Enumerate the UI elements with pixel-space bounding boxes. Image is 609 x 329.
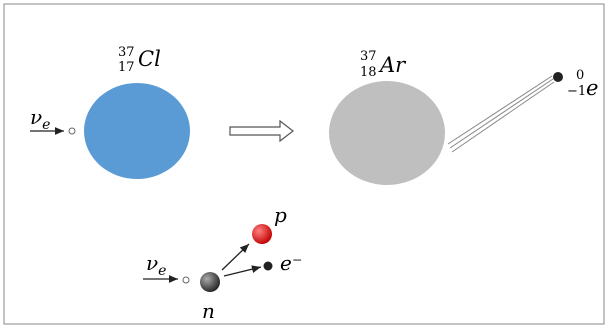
neutron: [200, 272, 220, 292]
mass-number: 37: [360, 49, 377, 64]
proton: [252, 224, 272, 244]
electron: [553, 72, 563, 82]
neutron-label: n: [202, 299, 215, 323]
electron: [264, 262, 273, 271]
diagram: νe 37 17 Cl 37 18 Ar 0 −1 e νe n p e⁻: [0, 0, 609, 329]
chlorine-label: 37 17 Cl: [118, 45, 161, 75]
atomic-number: −1: [567, 84, 586, 99]
frame: [4, 4, 604, 324]
atomic-number: 18: [360, 65, 377, 80]
atomic-number: 17: [118, 60, 135, 75]
chlorine-nucleus: [84, 83, 190, 179]
argon-nucleus: [329, 81, 445, 185]
neutrino: [183, 277, 189, 283]
neutrino: [69, 128, 75, 134]
mass-number: 0: [576, 68, 584, 83]
element-symbol: e: [586, 76, 598, 100]
electron-label: e⁻: [280, 251, 302, 275]
mass-number: 37: [118, 45, 135, 60]
element-symbol: Cl: [138, 47, 161, 71]
element-symbol: Ar: [378, 53, 407, 77]
proton-label: p: [274, 203, 287, 227]
argon-label: 37 18 Ar: [360, 49, 407, 80]
